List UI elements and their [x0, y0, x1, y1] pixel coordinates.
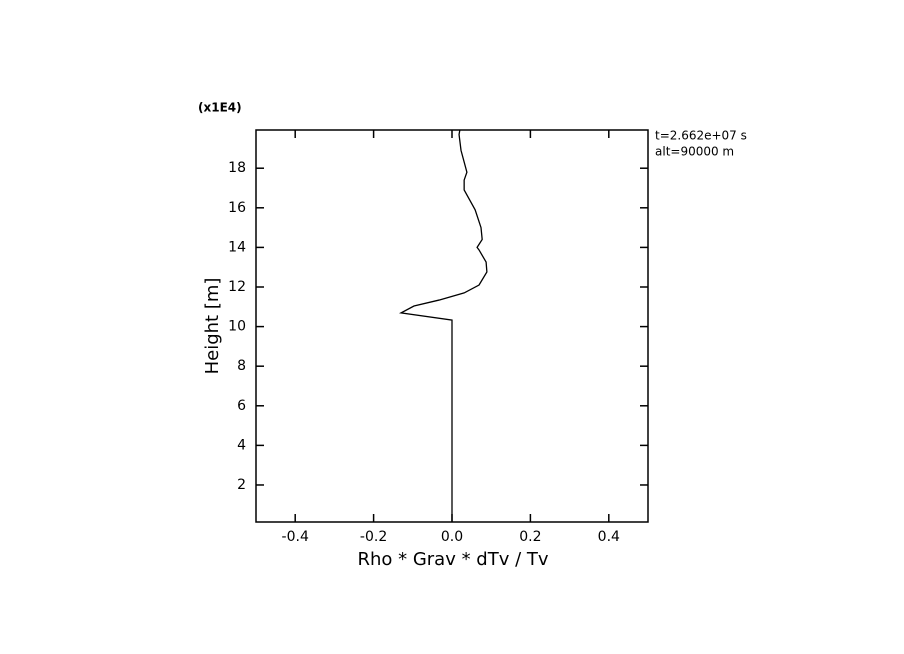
y-axis-label: Height [m]: [202, 278, 223, 375]
x-tick-label: 0.0: [441, 529, 463, 545]
y-multiplier: (x1E4): [198, 101, 242, 115]
y-tick-label: 4: [237, 437, 246, 453]
y-tick-label: 10: [228, 319, 246, 335]
annotation: t=2.662e+07 s: [655, 129, 747, 143]
x-axis-label: Rho * Grav * dTv / Tv: [357, 549, 548, 570]
y-tick-label: 14: [228, 239, 246, 255]
data-line: [398, 129, 488, 522]
y-tick-label: 8: [237, 358, 246, 374]
y-tick-label: 16: [228, 200, 246, 216]
x-tick-label: 0.2: [519, 529, 541, 545]
x-tick-label: -0.2: [360, 529, 387, 545]
y-tick-label: 18: [228, 160, 246, 176]
y-tick-label: 6: [237, 398, 246, 414]
x-tick-label: 0.4: [598, 529, 620, 545]
y-tick-label: 2: [237, 477, 246, 493]
x-tick-label: -0.4: [282, 529, 309, 545]
annotation: alt=90000 m: [655, 145, 734, 159]
y-tick-label: 12: [228, 279, 246, 295]
